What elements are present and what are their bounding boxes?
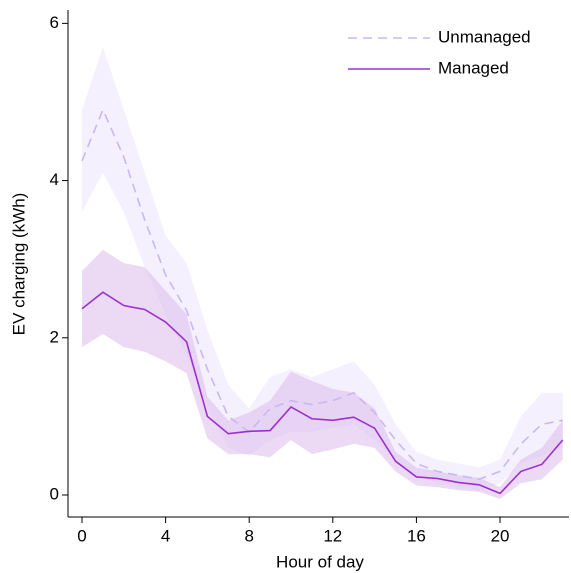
x-tick-label: 12	[323, 526, 342, 545]
legend-label: Unmanaged	[438, 27, 531, 46]
y-tick-label: 6	[50, 13, 59, 32]
x-axis-label: Hour of day	[276, 552, 364, 571]
y-tick-label: 2	[50, 327, 59, 346]
x-tick-label: 20	[491, 526, 510, 545]
y-tick-label: 4	[50, 170, 59, 189]
y-axis-label: EV charging (kWh)	[9, 193, 28, 336]
y-tick-label: 0	[50, 484, 59, 503]
x-tick-label: 8	[244, 526, 253, 545]
x-tick-label: 0	[77, 526, 86, 545]
line	[81, 107, 563, 481]
line	[81, 291, 564, 495]
confidence-band	[82, 249, 563, 499]
x-tick-label: 16	[407, 526, 426, 545]
legend-label: Managed	[438, 58, 509, 77]
x-tick-label: 4	[161, 526, 170, 545]
